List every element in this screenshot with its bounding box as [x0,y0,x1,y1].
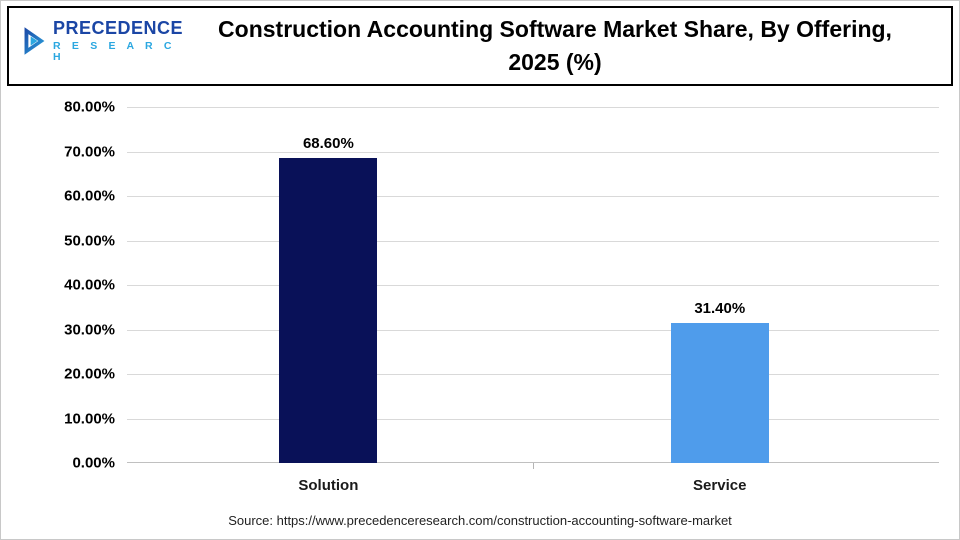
precedence-logo: PRECEDENCE R E S E A R C H [23,19,183,63]
bar-value-label: 68.60% [302,134,354,152]
gridline [127,329,939,331]
precedence-logo-icon [24,27,45,55]
y-tick-label: 80.00% [64,98,115,116]
chart-title: Construction Accounting Software Market … [179,13,931,80]
y-tick-label: 70.00% [64,143,115,160]
y-tick-label: 30.00% [64,321,115,338]
header: PRECEDENCE R E S E A R C H Construction … [7,6,953,86]
x-axis-line [127,462,939,463]
chart-title-line2: 2025 (%) [508,49,602,75]
y-tick-label: 40.00% [64,276,115,294]
gridline [127,418,939,420]
gridline [127,151,939,153]
y-tick-label: 60.00% [64,187,115,205]
bar-solution [279,157,378,463]
bar-service [670,323,769,463]
gridline [127,285,939,286]
bar-group-service: 31.40% [670,107,769,463]
logo-subtitle: R E S E A R C H [52,39,176,63]
plot-area: 68.60% 31.40% [127,107,939,469]
x-axis-label-service: Service [693,477,747,494]
axis-tick [533,463,534,469]
gridline [127,374,939,375]
bar-group-solution: 68.60% [279,107,378,463]
logo-text: PRECEDENCE R E S E A R C H [53,19,183,63]
bar-value-label: 31.40% [694,300,746,318]
gridline [127,240,939,242]
chart-title-line1: Construction Accounting Software Market … [218,15,892,42]
y-tick-label: 20.00% [64,365,115,383]
y-tick-label: 50.00% [64,232,115,249]
logo-name: PRECEDENCE [52,18,183,38]
gridline [127,107,939,108]
source-text: Source: https://www.precedenceresearch.c… [228,513,732,528]
y-tick-label: 10.00% [64,410,115,427]
gridline [127,196,939,197]
x-axis-label-solution: Solution [298,477,359,494]
y-tick-label: 0.00% [72,454,115,472]
bar-chart: 80.00% 70.00% 60.00% 50.00% 40.00% 30.00… [9,89,943,494]
